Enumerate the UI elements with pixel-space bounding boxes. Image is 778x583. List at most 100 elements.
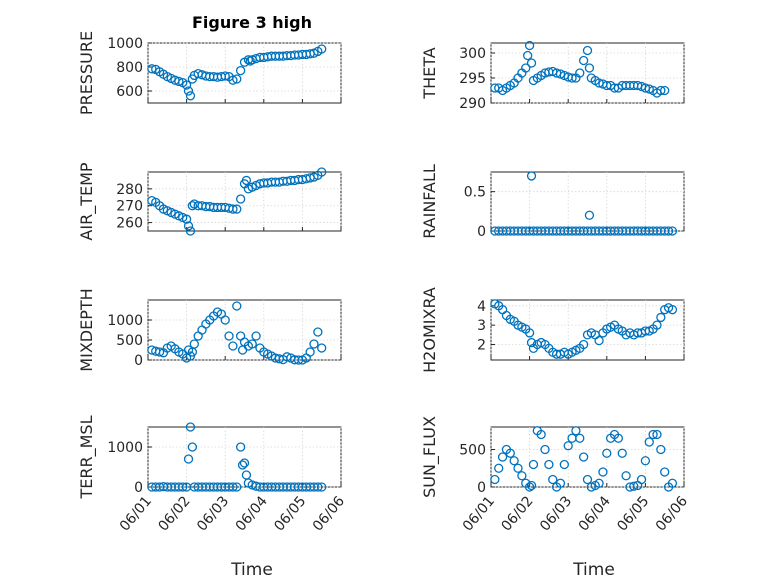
y-tick-label: 270 <box>116 199 143 215</box>
data-point <box>656 85 666 96</box>
data-point <box>232 74 242 84</box>
subplot-mixdepth: 0 500 1000 MIXDEPTH <box>77 288 342 372</box>
data-point <box>251 331 261 341</box>
data-point <box>235 65 246 76</box>
y-tick-label: 0 <box>134 353 143 369</box>
data-point <box>656 312 666 323</box>
data-point <box>660 467 670 477</box>
data-point <box>245 56 255 66</box>
y-axis-label: TERR_MSL <box>77 415 97 499</box>
data-point <box>517 471 527 481</box>
data-point <box>497 452 508 462</box>
x-tick-label: 06/03 <box>194 493 232 534</box>
x-tick-label: 06/06 <box>310 493 348 534</box>
x-tick-label: 06/02 <box>155 493 193 534</box>
x-tick-label: 06/04 <box>576 493 614 534</box>
axes-frame <box>147 426 342 488</box>
data-point <box>181 80 192 90</box>
data-point <box>602 448 612 458</box>
y-tick-label: 0 <box>477 480 486 496</box>
x-tick-label: 06/01 <box>460 493 498 534</box>
data-point <box>667 226 678 236</box>
y-tick-label: 1000 <box>107 36 143 52</box>
data-point <box>640 456 651 466</box>
data-point <box>239 458 250 468</box>
data-point <box>183 86 194 96</box>
y-tick-label: 295 <box>459 71 486 87</box>
y-tick-label: 4 <box>477 299 486 315</box>
data-point <box>582 474 593 485</box>
data-point <box>563 441 573 451</box>
data-point <box>578 55 589 66</box>
data-point <box>187 442 198 452</box>
data-point <box>524 40 535 51</box>
data-point <box>548 474 558 485</box>
y-tick-label: 500 <box>116 333 143 349</box>
y-axis-label: H2OMIXRA <box>420 287 439 373</box>
y-tick-label: 300 <box>459 46 486 62</box>
data-point <box>613 433 624 443</box>
subplot-terr-msl: 0 1000 06/01 06/02 06/03 06/04 06/05 06/06 TERR_… <box>77 415 348 534</box>
data-point <box>524 482 535 492</box>
y-tick-label: 0 <box>134 480 143 496</box>
y-tick-label: 290 <box>459 96 486 112</box>
data-point <box>154 347 165 357</box>
data-point <box>594 335 604 346</box>
data-point <box>185 91 196 101</box>
data-point <box>220 71 230 81</box>
data-point <box>598 467 608 477</box>
data-point <box>648 429 658 440</box>
x-axis-label-left: Time <box>230 560 273 580</box>
data-point <box>185 226 196 236</box>
data-point <box>644 437 654 447</box>
subplot-sun-flux: 0 500 06/01 06/02 06/03 06/04 06/05 06/06 SUN_FL… <box>420 416 691 534</box>
data-point <box>521 63 531 73</box>
data-point <box>317 482 327 492</box>
y-axis-label: PRESSURE <box>77 31 96 115</box>
data-point <box>228 75 238 85</box>
y-axis-label: RAINFALL <box>420 164 439 239</box>
data-point <box>183 221 194 231</box>
data-point <box>235 194 246 204</box>
data-point <box>174 76 184 87</box>
x-tick-label: 06/03 <box>537 493 575 534</box>
data-point <box>241 175 252 186</box>
subplot-pressure: 600 800 1000 PRESSURE <box>77 31 342 115</box>
axes-frame <box>490 42 685 104</box>
data-point <box>578 452 589 462</box>
y-tick-label: 0.5 <box>464 185 486 201</box>
y-tick-label: 280 <box>116 182 143 198</box>
x-tick-label: 06/01 <box>117 493 155 534</box>
data-point <box>526 171 537 181</box>
data-point <box>636 474 647 485</box>
y-tick-label: 500 <box>459 443 486 459</box>
data-point <box>505 448 515 458</box>
data-point <box>224 331 234 341</box>
data-point <box>571 426 581 436</box>
data-point <box>313 327 323 337</box>
y-tick-label: 3 <box>477 318 486 334</box>
data-point <box>147 64 157 74</box>
data-point <box>584 210 595 220</box>
y-tick-label: 1000 <box>107 440 143 456</box>
data-point <box>575 433 585 443</box>
figure-title: Figure 3 high <box>192 13 312 32</box>
data-point <box>317 44 327 54</box>
data-point <box>232 482 242 492</box>
axes-frame <box>147 299 342 361</box>
y-axis-label: MIXDEPTH <box>77 288 96 371</box>
data-point <box>594 478 604 488</box>
axes-frame <box>490 299 685 361</box>
y-tick-label: 0 <box>477 224 486 240</box>
data-point <box>247 339 257 349</box>
data-point <box>178 482 188 492</box>
data-point <box>567 73 577 83</box>
y-axis-label: AIR_TEMP <box>77 162 97 240</box>
data-point <box>282 352 292 362</box>
y-tick-label: 800 <box>116 60 143 76</box>
y-tick-label: 1000 <box>107 313 143 329</box>
data-point <box>509 456 519 466</box>
data-point <box>652 320 662 330</box>
data-point <box>575 68 585 78</box>
data-point <box>578 339 589 350</box>
